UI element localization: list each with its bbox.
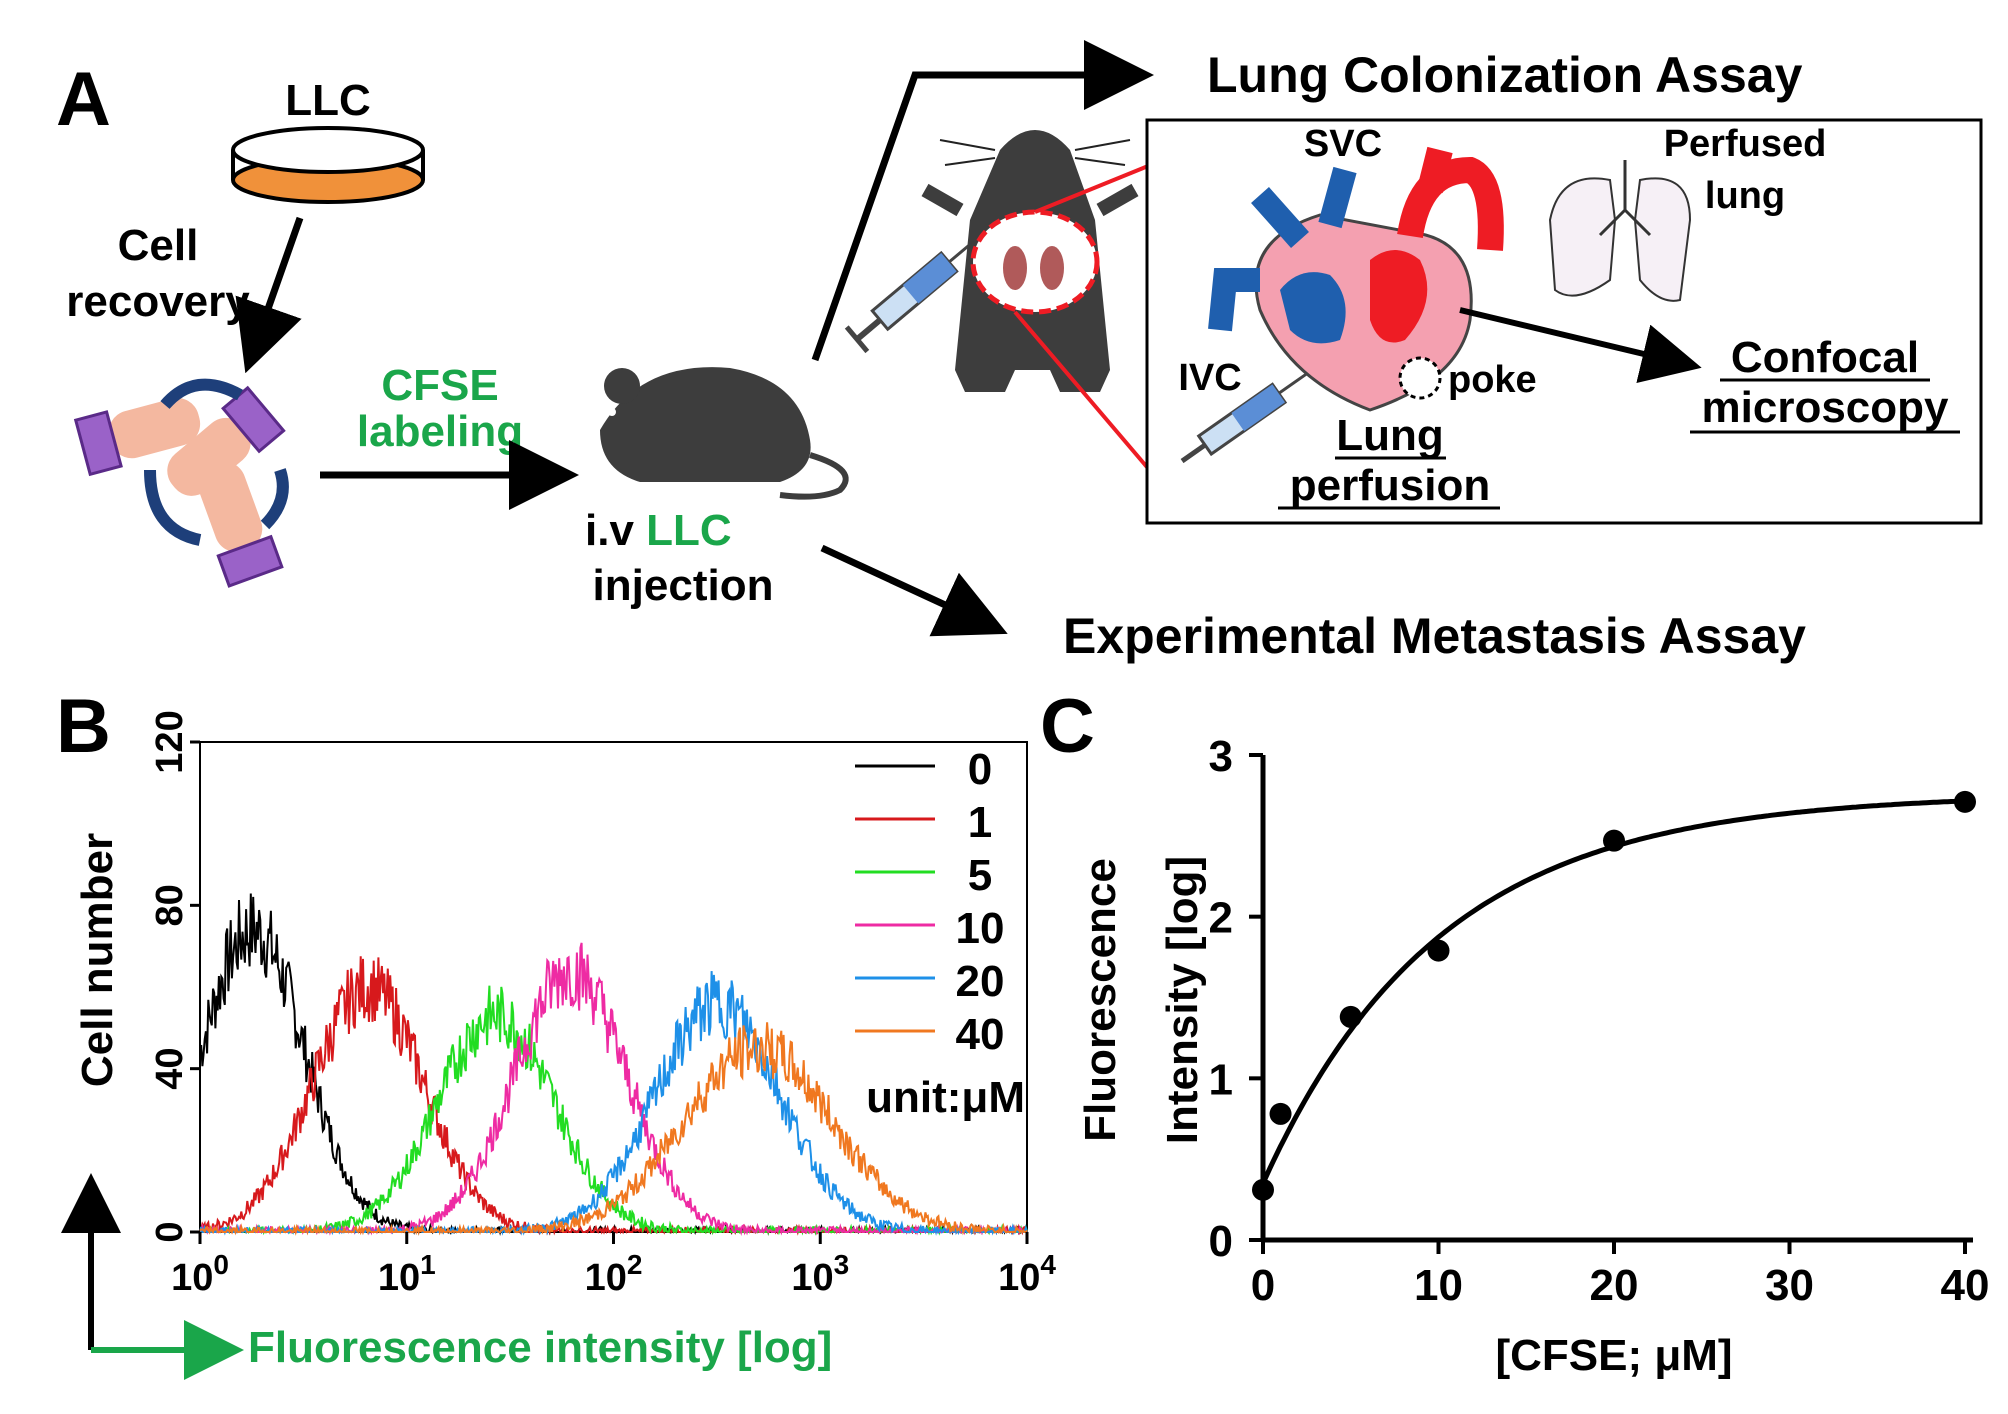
- confocal-label-1: Confocal: [1731, 333, 1919, 382]
- cell-recovery-label-1: Cell: [118, 221, 199, 270]
- scatter-points: [1252, 790, 1976, 1201]
- scatter-x-tick-label: 30: [1765, 1261, 1814, 1310]
- histogram-y-tick-label: 0: [149, 1221, 191, 1242]
- dish-label: LLC: [285, 76, 371, 125]
- histogram-x-tick-label: 102: [585, 1249, 643, 1299]
- scatter-x-axis-label: [CFSE; μM]: [1495, 1331, 1732, 1380]
- scatter-point: [1954, 790, 1976, 813]
- scatter-x-tick-label: 40: [1941, 1261, 1990, 1310]
- arrow-dish-to-tubes: [235, 216, 304, 374]
- injection-label-1: i.v LLC: [585, 506, 732, 555]
- histogram-x-ticks: 100 101 102 103 104: [171, 1232, 1056, 1299]
- histogram-series-40: [199, 1022, 1028, 1236]
- arrow-to-confocal: [1459, 307, 1702, 384]
- confocal-label-2: microscopy: [1702, 383, 1950, 432]
- scatter-point: [1603, 829, 1625, 852]
- scatter-x-ticks: 0 10 20 30 40: [1251, 1240, 1990, 1310]
- scatter-point: [1339, 1005, 1362, 1028]
- histogram-frame: [199, 741, 1028, 1233]
- scatter-y-ticks: 0 1 2 3: [1209, 732, 1263, 1266]
- scatter-y-tick-label: 3: [1209, 732, 1233, 781]
- scatter-y-axis-label-2: Intensity [log]: [1158, 856, 1207, 1144]
- panel-c-letter: C: [1040, 684, 1095, 769]
- scatter-point: [1427, 939, 1450, 962]
- histogram-y-axis-label: Cell number: [73, 833, 122, 1087]
- scatter-x-tick-label: 20: [1590, 1261, 1639, 1310]
- legend-label-0: 0: [968, 745, 992, 794]
- histogram-series-group: [199, 893, 1028, 1236]
- legend-label-20: 20: [956, 957, 1005, 1006]
- histogram-y-tick-label: 80: [149, 884, 191, 926]
- legend-label-5: 5: [968, 851, 992, 900]
- syringe-small-icon: [1180, 372, 1309, 464]
- petri-dish-icon: [231, 126, 425, 204]
- ivc-label: IVC: [1178, 357, 1241, 399]
- lung-colonization-title: Lung Colonization Assay: [1207, 47, 1803, 103]
- legend-label-40: 40: [956, 1010, 1005, 1059]
- perfused-lung-label-2: lung: [1705, 175, 1785, 217]
- histogram-x-axis-label: Fluorescence intensity [log]: [248, 1323, 832, 1372]
- injection-label-2: injection: [593, 561, 774, 610]
- scatter-y-axis-label-1: Fluorescence: [1076, 858, 1125, 1142]
- lung-perfusion-label-1: Lung: [1336, 411, 1444, 460]
- experimental-metastasis-title: Experimental Metastasis Assay: [1063, 608, 1806, 664]
- panel-a: A LLC Cell recovery: [56, 40, 1983, 664]
- cell-recovery-label-2: recovery: [66, 277, 250, 326]
- histogram-y-tick-label: 40: [149, 1048, 191, 1090]
- arrow-to-experimental-metastasis: [820, 544, 1008, 637]
- legend-label-1: 1: [968, 798, 992, 847]
- legend-unit-label: unit:μM: [866, 1073, 1025, 1122]
- mouse-icon: [600, 367, 849, 500]
- scatter-point: [1269, 1102, 1292, 1125]
- svc-label: SVC: [1304, 123, 1382, 165]
- cfse-labeling-label-2: labeling: [357, 407, 523, 456]
- scatter-x-tick-label: 0: [1251, 1261, 1275, 1310]
- histogram-x-tick-label: 100: [171, 1249, 229, 1299]
- poke-label: poke: [1448, 359, 1537, 401]
- legend-label-10: 10: [956, 904, 1005, 953]
- dissected-mouse-icon: [921, 130, 1139, 392]
- histogram-x-tick-label: 104: [998, 1249, 1056, 1299]
- scatter-y-tick-label: 0: [1209, 1217, 1233, 1266]
- centrifuge-tubes-icon: [73, 378, 289, 588]
- heart-icon: [1208, 146, 1504, 412]
- histogram-x-tick-label: 101: [378, 1249, 436, 1299]
- scatter-fit-curve: [1260, 798, 1966, 1185]
- scatter-y-tick-label: 2: [1209, 894, 1233, 943]
- arrow-to-lung-colonization: [811, 40, 1154, 362]
- injection-prefix: i.v: [585, 506, 646, 555]
- injection-cells: LLC: [646, 506, 732, 555]
- perfused-lung-label-1: Perfused: [1664, 123, 1827, 165]
- scatter-x-tick-label: 10: [1414, 1261, 1463, 1310]
- histogram-y-ticks: 0 40 80 120: [149, 710, 200, 1243]
- perfused-lung-icon: [1548, 160, 1692, 302]
- panel-c-scatter: C 0 1 2 3 0 10 20 30 40 Fluorescence Intensity …: [1040, 684, 1989, 1380]
- scatter-point: [1252, 1178, 1274, 1201]
- histogram-x-tick-label: 103: [791, 1249, 849, 1299]
- panel-a-letter: A: [56, 57, 111, 142]
- scatter-y-tick-label: 1: [1209, 1055, 1233, 1104]
- histogram-y-tick-label: 120: [149, 710, 191, 773]
- lung-perfusion-label-2: perfusion: [1290, 461, 1490, 510]
- cfse-labeling-label-1: CFSE: [381, 361, 498, 410]
- histogram-series-20: [199, 971, 1028, 1236]
- panel-b-letter: B: [56, 684, 111, 769]
